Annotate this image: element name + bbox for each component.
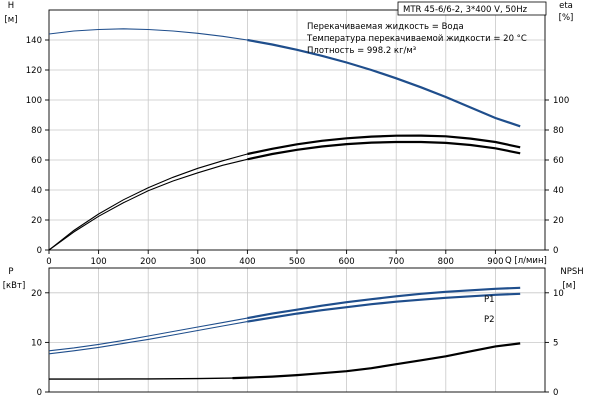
chart-title-box xyxy=(397,1,547,16)
series-label-p2: P2 xyxy=(484,315,495,325)
y-left-tick-label: 80 xyxy=(31,126,42,136)
head-efficiency-panel: 0 100 200 300 400 500 600 700 800 900 02040608010… xyxy=(4,1,573,267)
y-left-tick-label: 20 xyxy=(31,289,42,299)
y-left-tick-label: 100 xyxy=(26,96,42,106)
y-right-tick-label: 80 xyxy=(553,126,564,136)
series-line-eta-lower-duty xyxy=(247,140,521,161)
chart-title: MTR 45-6/6-2, 3*400 V, 50Hz xyxy=(403,5,528,15)
series-line-H xyxy=(48,28,248,41)
npsh-label-line2: [м] xyxy=(562,281,575,291)
y-left-tick-label: 60 xyxy=(31,156,42,166)
y-left-tick-label: 120 xyxy=(26,66,42,76)
y-left-label-line2: [м] xyxy=(4,15,17,25)
x-tick-label: 0 xyxy=(46,257,51,267)
top-series-group xyxy=(48,28,521,251)
x-tick-label: 200 xyxy=(140,257,156,267)
y-left-tick-label: 0 xyxy=(37,246,42,256)
y-left-label-line1: H xyxy=(8,1,14,11)
y-left-tick-label: 140 xyxy=(26,36,42,46)
npsh-label-line1: NPSH xyxy=(560,267,583,277)
x-tick-label: 600 xyxy=(338,257,354,267)
x-tick-label: 400 xyxy=(239,257,255,267)
series-line-H-duty xyxy=(247,38,521,128)
y-right-tick-label: 60 xyxy=(553,156,564,166)
bottom-y-right-ticks: 0 5 10 xyxy=(545,289,564,398)
x-tick-label: 100 xyxy=(90,257,106,267)
series-line-eta-upper xyxy=(48,153,248,251)
bottom-series-group xyxy=(48,286,521,380)
series-line-P2 xyxy=(48,321,248,355)
y-right-tick-label: 100 xyxy=(553,96,569,106)
x-tick-label: 500 xyxy=(289,257,305,267)
y-right-tick-label: 10 xyxy=(553,289,564,299)
y-right-tick-label: 40 xyxy=(553,186,564,196)
x-axis-label: Q [л/мин] xyxy=(505,256,547,266)
series-line-NPSH xyxy=(49,377,233,380)
series-line-P1 xyxy=(48,317,248,352)
y-left-tick-label: 10 xyxy=(31,338,42,348)
y-left-tick-label: 20 xyxy=(31,216,42,226)
x-tick-label: 700 xyxy=(388,257,404,267)
annotation-liquid: Перекачиваемая жидкость = Вода xyxy=(307,22,464,32)
top-x-ticks: 0 100 200 300 400 500 600 700 800 900 xyxy=(46,250,504,267)
annotation-temperature: Температура перекачиваемой жидкости = 20… xyxy=(306,34,527,44)
series-line-P1-duty xyxy=(247,286,521,320)
y-left-tick-label: 0 xyxy=(37,388,42,398)
top-y-left-ticks: 0 20 40 60 80 100 120 140 xyxy=(26,36,49,256)
top-grid xyxy=(49,10,545,250)
y-right-label-line1: eta xyxy=(559,1,573,11)
y-right-tick-label: 0 xyxy=(553,246,558,256)
series-line-NPSH-duty xyxy=(232,342,521,380)
y-right-tick-label: 5 xyxy=(553,338,558,348)
y-right-tick-label: 0 xyxy=(553,388,558,398)
series-line-eta-lower xyxy=(48,158,248,251)
y-right-label-line2: [%] xyxy=(559,13,574,23)
bottom-grid xyxy=(49,268,545,392)
y-right-tick-label: 20 xyxy=(553,216,564,226)
power-npsh-panel: 0 10 20 0 5 10 P [кВт] NPSH [м] P1 P2 xyxy=(3,267,584,398)
series-label-p1: P1 xyxy=(484,295,495,305)
series-line-eta-upper-duty xyxy=(247,134,521,156)
x-tick-label: 800 xyxy=(438,257,454,267)
bottom-plot-frame xyxy=(48,267,546,393)
x-tick-label: 900 xyxy=(487,257,503,267)
y-left-tick-label: 40 xyxy=(31,186,42,196)
power-label-line2: [кВт] xyxy=(3,281,26,291)
power-label-line1: P xyxy=(8,267,13,277)
top-y-right-ticks: 0 20 40 60 80 100 xyxy=(545,96,569,256)
x-tick-label: 300 xyxy=(190,257,206,267)
annotation-density: Плотность = 998.2 кг/м³ xyxy=(307,46,416,56)
bottom-y-left-ticks: 0 10 20 xyxy=(31,289,49,398)
series-line-P2-duty xyxy=(247,292,521,323)
